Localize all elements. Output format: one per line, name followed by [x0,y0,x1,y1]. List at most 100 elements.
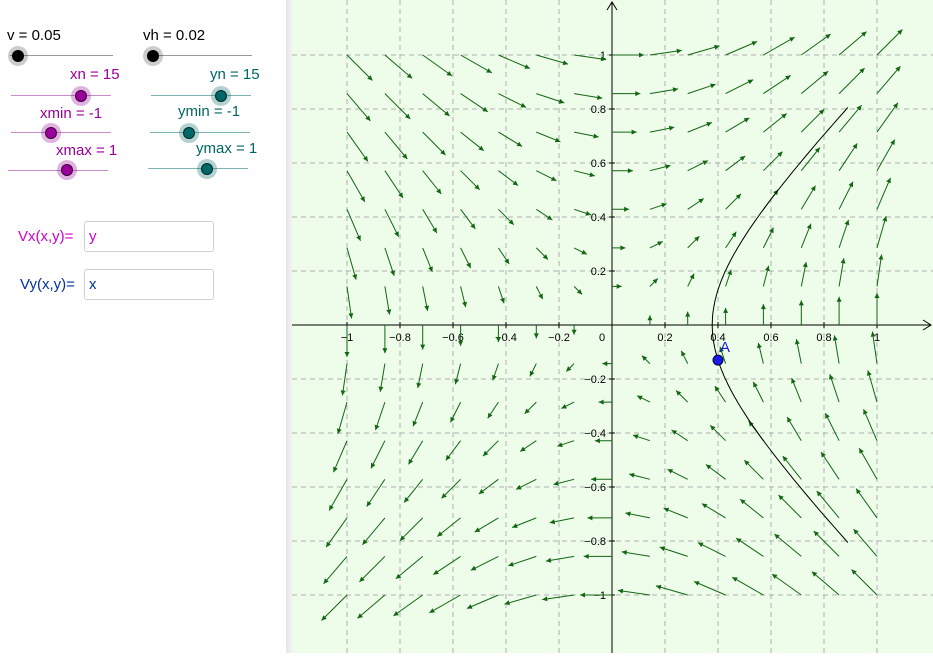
field-arrowhead [714,386,720,392]
field-arrowhead [585,210,591,216]
slider-v-track[interactable] [10,55,113,56]
field-arrowhead [774,534,780,540]
field-arrowhead [549,519,556,525]
field-arrowhead [635,91,641,97]
field-arrowhead [751,41,758,46]
field-arrow [838,31,867,56]
field-arrowhead [765,265,770,272]
field-arrowhead [853,529,859,535]
field-arrowhead [382,348,388,354]
panel-divider[interactable] [286,0,292,653]
field-arrow [466,594,499,609]
slider-xn-knob[interactable] [75,90,87,102]
slider-ymax-knob[interactable] [201,163,213,175]
field-arrowhead [659,546,666,552]
field-arrow [460,131,485,152]
field-arrowhead [571,329,577,335]
field-arrowhead [668,125,675,131]
field-arrowhead [698,198,704,204]
slider-xn-label: xn = 15 [70,66,120,83]
slider-vh-track[interactable] [149,55,252,56]
field-arrowhead [859,68,865,74]
tick-labels: −1 −0.8 −0.6 −0.4 −0.2 0 0.2 0.4 0.6 0.8 1 1 0.8 0.6 0… [341,50,880,602]
graphics-canvas[interactable]: −1 −0.8 −0.6 −0.4 −0.2 0 0.2 0.4 0.6 0.8 1 1 0.8 0.6 0… [292,0,933,653]
field-arrowhead [772,574,778,579]
field-arrow [321,594,348,621]
field-arrowhead [504,258,510,264]
field-arrowhead [450,416,455,423]
field-arrow [687,45,720,56]
slider-xmax-label: xmax = 1 [56,142,118,159]
vy-input[interactable] [84,269,214,300]
field-arrowhead [633,434,639,440]
field-arrowhead [329,504,334,511]
field-arrowhead [466,604,473,609]
x-tick-label: 0.2 [657,332,672,344]
vx-input[interactable] [84,221,214,252]
slider-xmin-track[interactable] [11,132,111,133]
field-arrowhead [681,350,686,357]
axes [292,1,932,653]
field-arrow [876,139,896,171]
slider-vh-knob[interactable] [147,50,159,62]
field-arrowhead [672,87,679,93]
slider-xmax-track[interactable] [8,170,108,171]
field-arrowhead [676,48,682,54]
field-arrowhead [487,412,493,419]
slider-xmin-knob[interactable] [45,127,57,139]
field-arrow [876,65,901,94]
field-arrow [346,131,369,162]
field-arrowhead [641,355,648,361]
field-arrowhead [545,557,552,563]
field-arrow [725,79,754,95]
x-axis-arrowhead [922,319,932,331]
slider-xn-track[interactable] [11,95,111,96]
slider-xmax-knob[interactable] [61,164,73,176]
field-arrowhead [598,399,604,405]
field-arrow [838,104,862,133]
field-arrowhead [478,489,485,494]
field-arrow [816,490,840,519]
slider-yn-track[interactable] [151,95,251,96]
field-arrowhead [478,145,484,151]
field-arrow [395,556,424,580]
field-arrow [370,440,386,469]
field-arrowhead [395,573,402,579]
field-arrowhead [882,216,888,222]
field-arrowhead [602,361,608,367]
field-arrow [357,594,386,619]
field-arrowhead [851,569,857,575]
vy-label: Vy(x,y)= [20,276,75,293]
field-arrowhead [462,301,467,308]
field-arrowhead [562,60,569,66]
y-tick-label: 0.4 [591,212,606,224]
field-arrowhead [520,446,526,452]
field-arrow [359,556,386,583]
field-arrowhead [483,450,489,457]
slider-ymin-track[interactable] [150,132,250,133]
field-arrowhead [359,576,365,582]
graphics-view[interactable]: −1 −0.8 −0.6 −0.4 −0.2 0 0.2 0.4 0.6 0.8 1 1 0.8 0.6 0… [292,0,933,653]
field-arrowhead [508,561,514,567]
slider-v-label: v = 0.05 [7,27,61,44]
field-arrowhead [374,424,380,431]
field-arrowhead [566,366,572,372]
slider-ymax-label: ymax = 1 [196,140,258,157]
slider-ymax-track[interactable] [148,168,248,169]
field-arrowhead [367,75,373,81]
point-a[interactable] [712,354,724,366]
field-arrow [433,555,461,576]
field-arrowhead [589,172,595,178]
slider-v-knob[interactable] [12,50,24,62]
field-arrow [470,555,499,571]
field-arrowhead [333,466,338,473]
slider-yn-knob[interactable] [215,90,227,102]
field-arrowhead [378,386,384,392]
field-arrow [851,569,878,596]
slider-ymin-knob[interactable] [183,127,195,139]
field-arrowhead [794,339,800,345]
field-arrowhead [424,305,430,311]
field-arrowhead [861,31,867,37]
field-arrow [384,54,413,79]
field-arrowhead [714,44,720,50]
